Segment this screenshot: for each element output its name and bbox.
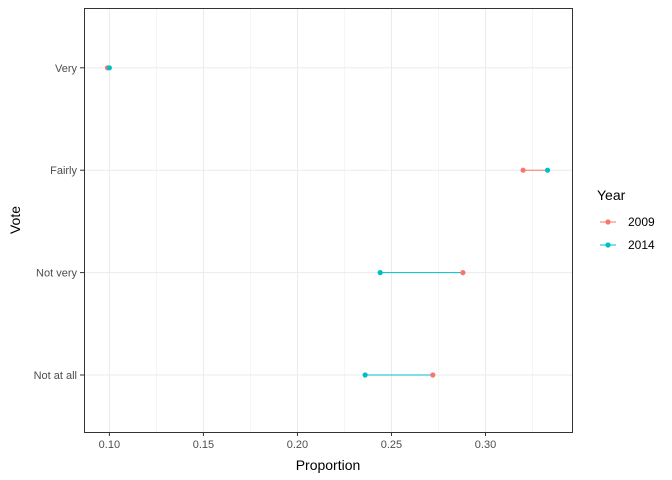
x-tick-label: 0.20 (287, 439, 308, 451)
data-point-2014 (377, 270, 383, 276)
x-tick-label: 0.30 (475, 439, 496, 451)
legend-label: 2009 (628, 215, 655, 229)
x-tick-label: 0.10 (99, 439, 120, 451)
data-layer (104, 65, 551, 378)
y-tick-label: Not very (36, 268, 77, 280)
x-tick-label: 0.25 (381, 439, 402, 451)
data-point-2009 (430, 372, 436, 378)
data-point-2014 (106, 65, 112, 71)
grid-lines (84, 8, 572, 432)
y-tick-label: Fairly (50, 165, 77, 177)
plot-panel-border (84, 8, 573, 433)
data-point-2009 (460, 270, 466, 276)
x-axis-title: Proportion (296, 457, 361, 473)
y-axis-title: Vote (7, 206, 23, 234)
legend-key-point (605, 219, 611, 225)
legend: Year 2009 2014 (597, 187, 655, 252)
data-point-2014 (362, 372, 368, 378)
data-point-2014 (544, 167, 551, 173)
y-tick-label: Very (55, 63, 78, 75)
x-tick-label: 0.15 (193, 439, 214, 451)
data-point-2009 (520, 167, 526, 173)
y-tick-label: Not at all (34, 370, 77, 382)
axis-layer: 0.10 0.15 0.20 0.25 0.30 Not at all Not very Fa… (34, 63, 497, 451)
legend-title: Year (597, 187, 626, 203)
legend-key-point (605, 242, 611, 248)
legend-label: 2014 (628, 238, 655, 252)
